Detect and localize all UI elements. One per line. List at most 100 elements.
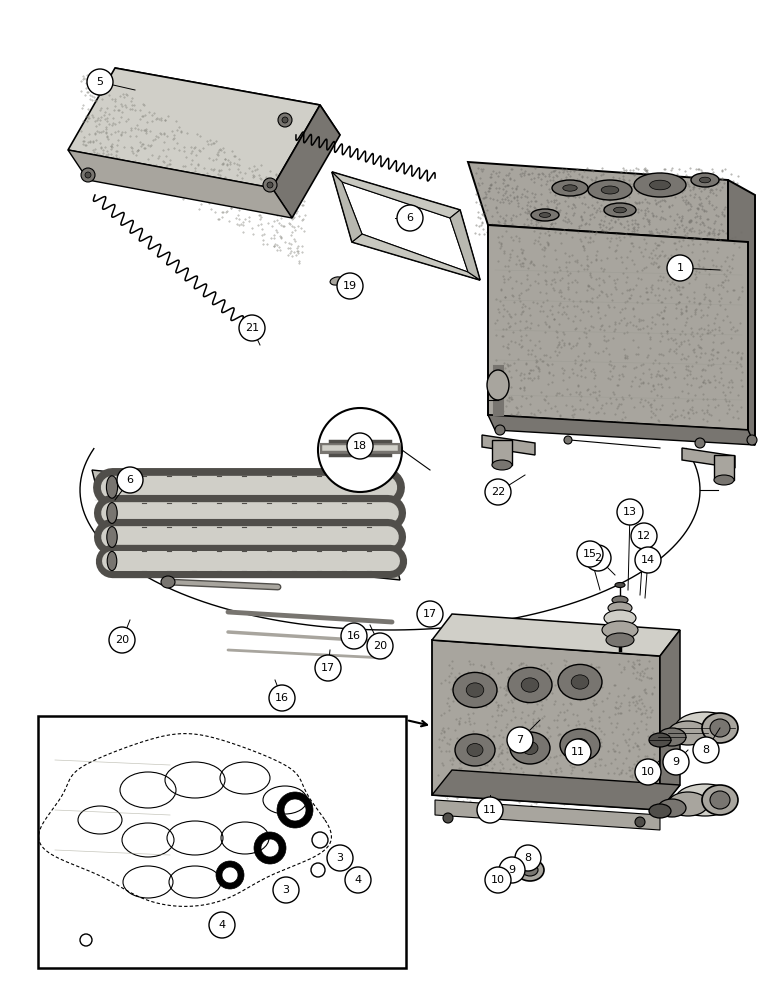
Circle shape: [347, 433, 373, 459]
Ellipse shape: [510, 732, 550, 764]
Ellipse shape: [487, 370, 509, 400]
Ellipse shape: [330, 277, 344, 285]
Circle shape: [485, 867, 511, 893]
Ellipse shape: [612, 596, 628, 604]
Ellipse shape: [649, 180, 670, 190]
Text: 8: 8: [703, 745, 709, 755]
Circle shape: [397, 205, 423, 231]
Circle shape: [485, 479, 511, 505]
Text: 9: 9: [672, 757, 679, 767]
Circle shape: [269, 685, 295, 711]
Circle shape: [695, 438, 705, 448]
Ellipse shape: [615, 582, 625, 587]
Circle shape: [345, 867, 371, 893]
Polygon shape: [352, 234, 480, 280]
Polygon shape: [332, 172, 460, 218]
Circle shape: [278, 113, 292, 127]
Circle shape: [635, 547, 661, 573]
Ellipse shape: [107, 551, 117, 571]
Circle shape: [693, 737, 719, 763]
Circle shape: [617, 499, 643, 525]
Circle shape: [273, 877, 299, 903]
Circle shape: [81, 168, 95, 182]
Ellipse shape: [658, 799, 686, 817]
Ellipse shape: [540, 213, 550, 217]
Polygon shape: [450, 210, 480, 280]
Text: 20: 20: [115, 635, 129, 645]
Polygon shape: [435, 800, 660, 830]
Circle shape: [747, 435, 757, 445]
Text: 12: 12: [637, 531, 651, 541]
Circle shape: [318, 408, 402, 492]
Polygon shape: [432, 640, 660, 810]
Ellipse shape: [552, 180, 588, 196]
Ellipse shape: [702, 785, 738, 815]
Circle shape: [87, 69, 113, 95]
Ellipse shape: [714, 475, 734, 485]
Ellipse shape: [606, 633, 634, 647]
Bar: [38, 716, 406, 968]
Text: 8: 8: [524, 853, 532, 863]
Ellipse shape: [563, 185, 577, 191]
Circle shape: [263, 178, 277, 192]
Ellipse shape: [588, 180, 632, 200]
Text: 22: 22: [491, 487, 505, 497]
Text: 18: 18: [353, 441, 367, 451]
Polygon shape: [332, 172, 362, 242]
Ellipse shape: [521, 678, 539, 692]
Text: 3: 3: [337, 853, 344, 863]
Circle shape: [507, 727, 533, 753]
Circle shape: [635, 759, 661, 785]
Text: 13: 13: [623, 507, 637, 517]
Ellipse shape: [668, 792, 708, 816]
Circle shape: [267, 182, 273, 188]
Ellipse shape: [614, 207, 626, 213]
Circle shape: [282, 117, 288, 123]
Ellipse shape: [107, 503, 117, 523]
Text: 1: 1: [676, 263, 683, 273]
Text: 4: 4: [218, 920, 225, 930]
Circle shape: [337, 273, 363, 299]
Ellipse shape: [608, 602, 632, 614]
Circle shape: [477, 797, 503, 823]
Text: 4: 4: [354, 875, 361, 885]
Polygon shape: [68, 68, 320, 188]
Circle shape: [565, 739, 591, 765]
Circle shape: [367, 633, 393, 659]
Circle shape: [315, 655, 341, 681]
Ellipse shape: [455, 734, 495, 766]
Circle shape: [209, 912, 235, 938]
Circle shape: [93, 81, 107, 95]
Text: 21: 21: [245, 323, 259, 333]
Polygon shape: [432, 614, 680, 656]
Text: 19: 19: [343, 281, 357, 291]
Ellipse shape: [699, 177, 710, 183]
Ellipse shape: [675, 712, 735, 744]
Polygon shape: [488, 225, 748, 430]
Polygon shape: [432, 770, 680, 810]
Ellipse shape: [522, 864, 538, 876]
Circle shape: [97, 85, 103, 91]
Ellipse shape: [453, 672, 497, 708]
Polygon shape: [468, 162, 748, 242]
Ellipse shape: [691, 173, 719, 187]
Text: 11: 11: [483, 805, 497, 815]
Ellipse shape: [601, 186, 619, 194]
Ellipse shape: [604, 203, 636, 217]
Text: 6: 6: [407, 213, 414, 223]
Circle shape: [515, 845, 541, 871]
Text: 16: 16: [347, 631, 361, 641]
Ellipse shape: [668, 721, 708, 745]
Circle shape: [499, 857, 525, 883]
Ellipse shape: [571, 675, 589, 689]
Circle shape: [239, 315, 265, 341]
Text: 10: 10: [491, 875, 505, 885]
Text: 17: 17: [321, 663, 335, 673]
Polygon shape: [482, 435, 535, 455]
Polygon shape: [660, 630, 680, 810]
Ellipse shape: [107, 527, 117, 547]
Ellipse shape: [492, 460, 512, 470]
Ellipse shape: [649, 804, 671, 818]
Circle shape: [117, 467, 143, 493]
Ellipse shape: [558, 664, 602, 700]
